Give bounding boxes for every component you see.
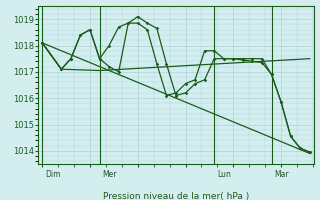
- Text: Mar: Mar: [275, 170, 289, 179]
- Text: Mer: Mer: [102, 170, 117, 179]
- Text: Lun: Lun: [217, 170, 231, 179]
- Text: Pression niveau de la mer( hPa ): Pression niveau de la mer( hPa ): [103, 192, 249, 200]
- Text: Dim: Dim: [45, 170, 60, 179]
